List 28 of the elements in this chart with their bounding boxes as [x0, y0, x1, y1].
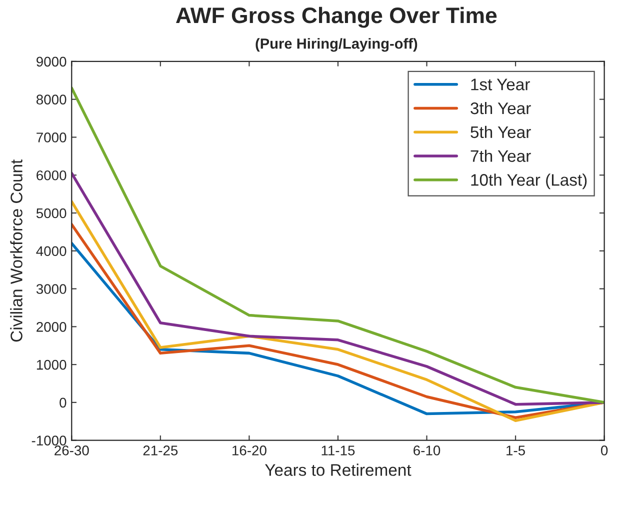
legend-label: 3th Year [470, 102, 531, 114]
chart-title: AWF Gross Change Over Time [176, 6, 497, 28]
y-tick-label: 0 [60, 398, 66, 408]
y-tick-label: 3000 [36, 284, 66, 294]
y-tick-label: 5000 [36, 208, 66, 218]
x-tick-label: 0 [600, 446, 608, 456]
y-tick-label: -1000 [32, 436, 66, 446]
y-tick-label: 4000 [36, 246, 66, 256]
x-tick-label: 11-15 [322, 446, 355, 456]
y-tick-label: 2000 [36, 322, 66, 332]
x-axis-title: Years to Retirement [265, 464, 412, 476]
y-tick-label: 6000 [36, 170, 66, 180]
y-tick-label: 9000 [36, 56, 66, 67]
x-tick-label: 21-25 [143, 446, 178, 456]
chart-subtitle: (Pure Hiring/Laying-off) [256, 38, 418, 52]
x-tick-label: 1-5 [506, 446, 525, 456]
y-axis-title: Civilian Workforce Count [10, 159, 22, 342]
y-tick-label: 8000 [36, 94, 66, 104]
x-tick-label: 6-10 [414, 446, 440, 456]
legend-label: 5th Year [470, 126, 531, 138]
x-tick-label: 26-30 [54, 446, 89, 456]
legend-label: 10th Year (Last) [471, 174, 587, 190]
legend-label: 1st Year [471, 78, 530, 90]
legend-label: 7th Year [470, 150, 531, 162]
line-series [72, 172, 604, 406]
y-tick-label: 1000 [36, 360, 66, 370]
y-tick-label: 7000 [36, 132, 66, 142]
x-tick-label: 16-20 [232, 446, 266, 456]
